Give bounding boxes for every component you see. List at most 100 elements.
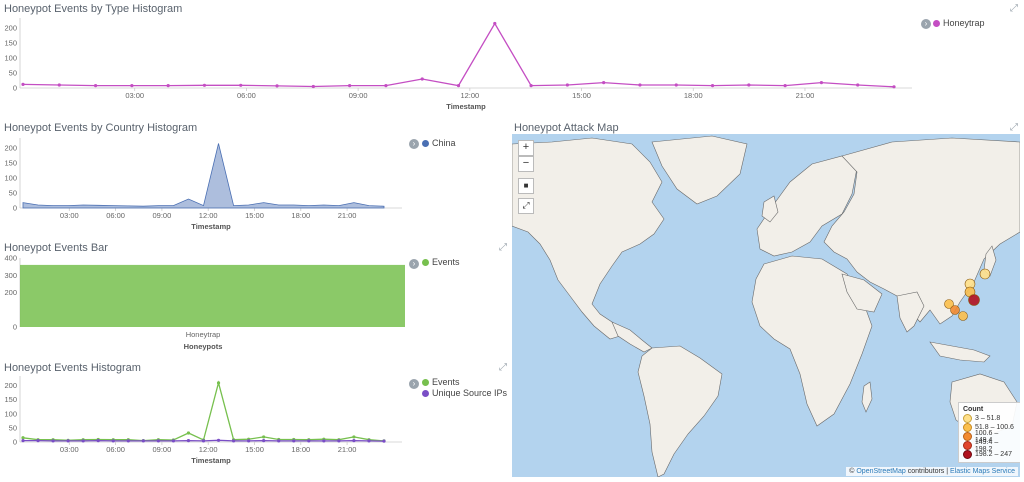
data-point [352, 438, 356, 443]
data-point [352, 435, 356, 439]
x-tick-label: 21:00 [796, 91, 815, 100]
legend-toggle-icon[interactable]: › [409, 379, 419, 389]
series-line [22, 22, 895, 88]
y-tick-label: 150 [4, 39, 17, 48]
legend-dot-icon [933, 19, 940, 27]
legend-toggle-icon[interactable]: › [921, 19, 931, 29]
data-point [602, 81, 606, 85]
fit-bounds-button[interactable]: ⤢ [518, 198, 534, 214]
x-tick-label: 09:00 [349, 91, 368, 100]
legend-item-events[interactable]: Events [422, 257, 460, 267]
data-point [202, 83, 207, 87]
legend-label: China [432, 138, 456, 148]
events-bar-title: Honeypot Events Bar [4, 242, 108, 254]
data-point [66, 439, 70, 443]
legend-dot-icon [422, 378, 429, 386]
data-point [247, 439, 251, 443]
osm-link[interactable]: OpenStreetMap [856, 468, 906, 475]
type-histogram-chart: 0 50 100 150 200 03:00 06:00 09:00 12:00 15:00 18:… [4, 18, 912, 111]
legend-label: Honeytrap [943, 18, 985, 28]
x-tick-label: 03:00 [60, 445, 79, 454]
x-tick-label: 12:00 [460, 91, 479, 100]
expand-icon[interactable]: ⤢ [1010, 3, 1018, 14]
legend-item-events[interactable]: Events [422, 377, 460, 387]
x-tick-label: 21:00 [338, 211, 357, 220]
map-legend-title: Count [963, 406, 984, 413]
data-point [384, 84, 388, 88]
y-tick-label: 0 [13, 84, 17, 93]
data-point [819, 81, 824, 85]
bar-honeytrap [20, 264, 405, 327]
legend-toggle-icon[interactable]: › [409, 139, 419, 149]
y-tick-label: 200 [4, 381, 17, 390]
land-arabia [841, 273, 883, 313]
data-point [262, 438, 266, 443]
zoom-out-button[interactable]: − [518, 156, 534, 172]
y-tick-label: 100 [4, 174, 17, 183]
data-point [307, 439, 311, 443]
land-central-america [611, 321, 653, 353]
x-tick-label: 12:00 [199, 211, 218, 220]
map-legend: Count 3 – 51.8 51.8 – 100.6 100.6 – 149.… [958, 402, 1020, 463]
y-tick-label: 0 [13, 323, 17, 332]
y-tick-label: 0 [13, 438, 17, 447]
legend-item-honeytrap[interactable]: Honeytrap [933, 18, 985, 28]
data-point [322, 439, 326, 443]
data-point [292, 439, 296, 443]
data-point [156, 439, 160, 443]
y-tick-label: 150 [4, 395, 17, 404]
y-tick-label: 50 [9, 69, 17, 78]
y-tick-label: 300 [4, 271, 17, 280]
legend-label: Events [432, 377, 460, 387]
y-tick-label: 50 [9, 423, 17, 432]
map-marker [979, 268, 991, 280]
map-legend-item: 100.6 – 149.4 [963, 430, 1017, 444]
data-point [231, 439, 236, 443]
legend-item-china[interactable]: China [422, 138, 456, 148]
land-india [896, 291, 925, 333]
ems-link[interactable]: Elastic Maps Service [950, 468, 1015, 475]
country-histogram-chart: 0 50 100 150 200 03:00 06:00 09:00 12:00 15:00 18:… [4, 138, 402, 231]
data-point [277, 439, 281, 443]
data-point [21, 438, 25, 443]
x-tick-label: 15:00 [572, 91, 591, 100]
x-tick-label: 06:00 [106, 445, 125, 454]
expand-icon[interactable]: ⤢ [1010, 122, 1018, 133]
legend-label: Events [432, 257, 460, 267]
data-point [51, 439, 55, 443]
zoom-in-button[interactable]: + [518, 140, 534, 156]
x-axis-title: Honeypots [184, 342, 223, 351]
x-tick-label: 06:00 [106, 211, 125, 220]
map-canvas[interactable] [512, 134, 1020, 477]
land-layer [512, 135, 1020, 477]
attack-map[interactable]: + − ■ ⤢ Count 3 – 51.8 51.8 – 100.6 100.… [512, 134, 1020, 477]
data-point [456, 84, 461, 88]
legend-toggle-icon[interactable]: › [409, 259, 419, 269]
data-point [96, 438, 100, 443]
data-point [529, 84, 533, 88]
draw-filter-button[interactable]: ■ [518, 178, 534, 194]
x-tick-label: 06:00 [237, 91, 256, 100]
data-point [166, 84, 170, 88]
legend-dot-icon [422, 139, 429, 147]
data-point [186, 438, 191, 443]
data-point [126, 439, 130, 443]
type-histogram-title: Honeypot Events by Type Histogram [4, 3, 183, 15]
land-north-america [512, 137, 665, 340]
legend-swatch-icon [963, 450, 972, 459]
legend-swatch-icon [963, 441, 972, 450]
legend-item-unique-source-ips[interactable]: Unique Source IPs [422, 388, 507, 398]
y-tick-label: 0 [13, 204, 17, 213]
data-point [111, 439, 115, 443]
expand-icon[interactable]: ⤢ [499, 242, 507, 253]
data-point [275, 84, 279, 88]
land-uk [761, 195, 779, 223]
land-europe [756, 155, 858, 257]
legend-dot-icon [422, 258, 429, 266]
map-marker [944, 299, 954, 309]
expand-icon[interactable]: ⤢ [499, 362, 507, 373]
x-tick-label: 18:00 [291, 445, 310, 454]
data-point [747, 83, 751, 87]
data-point [186, 431, 191, 435]
data-point [382, 439, 386, 443]
